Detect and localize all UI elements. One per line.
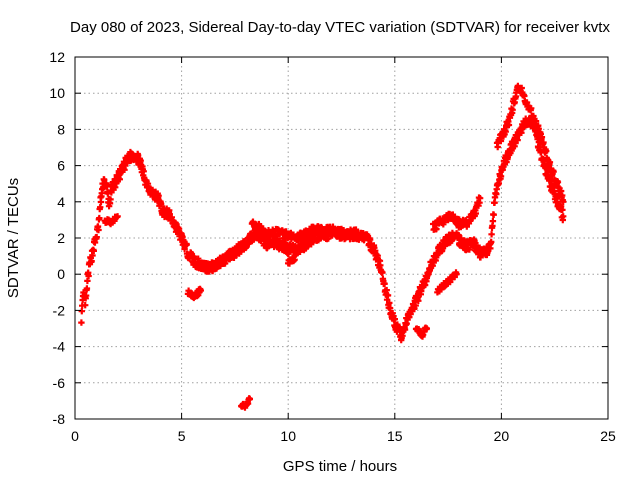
data-point bbox=[559, 206, 566, 213]
data-point bbox=[560, 213, 567, 220]
data-point bbox=[112, 184, 119, 191]
y-tick-label: 0 bbox=[57, 266, 65, 282]
data-point bbox=[497, 173, 505, 180]
data-point bbox=[518, 129, 525, 136]
y-tick-label: 4 bbox=[57, 194, 65, 210]
y-tick-label: 12 bbox=[49, 49, 65, 65]
data-point bbox=[84, 277, 91, 285]
y-tick-label: 2 bbox=[57, 230, 65, 246]
data-point bbox=[383, 286, 390, 294]
data-point bbox=[528, 105, 535, 112]
y-tick-label: 10 bbox=[49, 85, 65, 101]
data-point bbox=[246, 395, 253, 403]
data-point bbox=[538, 133, 546, 141]
data-point bbox=[557, 187, 565, 195]
x-tick-label: 25 bbox=[600, 428, 616, 444]
data-point bbox=[488, 238, 495, 246]
data-point bbox=[509, 106, 516, 113]
data-point bbox=[82, 292, 90, 299]
y-tick-label: -8 bbox=[53, 411, 66, 427]
data-point bbox=[78, 308, 85, 315]
x-tick-label: 0 bbox=[71, 428, 79, 444]
data-point bbox=[490, 211, 497, 218]
data-point bbox=[384, 292, 392, 299]
x-tick-label: 5 bbox=[178, 428, 186, 444]
data-point bbox=[381, 280, 388, 287]
data-point bbox=[96, 214, 103, 222]
data-point bbox=[505, 121, 513, 129]
y-tick-label: -4 bbox=[53, 339, 66, 355]
data-point bbox=[423, 325, 430, 332]
data-point bbox=[183, 241, 190, 248]
data-point bbox=[85, 272, 92, 280]
y-tick-label: -2 bbox=[53, 302, 66, 318]
y-tick-label: 6 bbox=[57, 158, 65, 174]
chart-title: Day 080 of 2023, Sidereal Day-to-day VTE… bbox=[70, 19, 610, 36]
y-tick-labels: -8 -6 -4 -2 0 2 4 6 8 10 12 bbox=[49, 49, 65, 427]
data-point bbox=[412, 302, 419, 309]
data-point bbox=[78, 319, 85, 326]
data-point bbox=[489, 217, 497, 225]
x-tick-labels: 0 5 10 15 20 25 bbox=[71, 428, 616, 444]
data-point bbox=[366, 236, 374, 243]
data-point bbox=[83, 285, 91, 292]
data-point bbox=[93, 233, 100, 241]
data-point bbox=[95, 226, 102, 234]
y-tick-label: -6 bbox=[53, 375, 66, 391]
x-tick-label: 15 bbox=[387, 428, 403, 444]
data-point bbox=[415, 297, 422, 304]
data-point bbox=[114, 213, 121, 220]
data-point bbox=[116, 176, 123, 183]
data-point bbox=[88, 257, 95, 265]
data-point bbox=[157, 200, 165, 208]
y-axis-title: SDTVAR / TECUs bbox=[5, 178, 22, 298]
data-point bbox=[497, 137, 505, 145]
data-point bbox=[197, 287, 204, 294]
data-point bbox=[550, 168, 557, 175]
data-point bbox=[453, 271, 460, 278]
data-point bbox=[90, 247, 97, 255]
data-point bbox=[291, 256, 298, 263]
data-point bbox=[466, 246, 473, 253]
data-point bbox=[488, 231, 495, 238]
data-point bbox=[514, 136, 521, 144]
data-point bbox=[472, 210, 479, 217]
data-point bbox=[421, 281, 429, 289]
data-point bbox=[543, 147, 550, 155]
data-point bbox=[107, 196, 114, 203]
data-point bbox=[433, 225, 440, 233]
data-point bbox=[338, 225, 345, 233]
data-point bbox=[97, 198, 105, 206]
x-tick-label: 10 bbox=[280, 428, 296, 444]
data-point bbox=[391, 315, 398, 323]
data-point bbox=[546, 159, 554, 166]
y-tick-label: 8 bbox=[57, 121, 65, 137]
data-point bbox=[502, 128, 509, 135]
x-tick-label: 20 bbox=[494, 428, 510, 444]
axis-ticks bbox=[74, 56, 609, 420]
x-axis-title: GPS time / hours bbox=[283, 458, 397, 475]
data-point bbox=[476, 195, 484, 202]
data-point bbox=[560, 198, 567, 205]
data-point bbox=[140, 168, 147, 175]
data-point bbox=[82, 302, 89, 309]
data-point bbox=[379, 269, 386, 276]
data-points bbox=[78, 82, 567, 411]
data-point bbox=[101, 176, 108, 183]
